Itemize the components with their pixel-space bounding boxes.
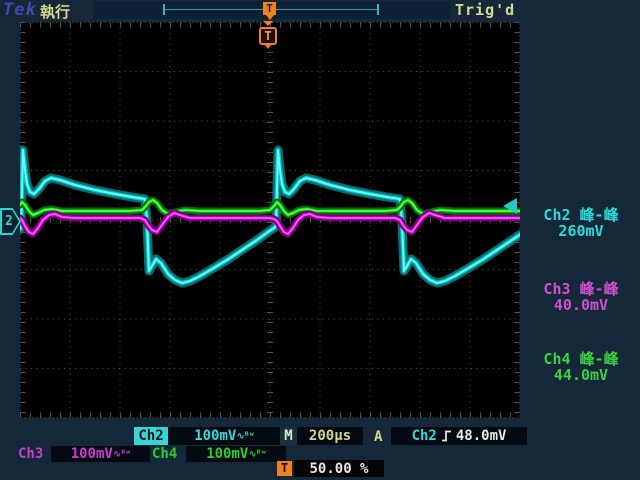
trigger-t-icon: T: [259, 27, 277, 45]
measurement-ch4-label: Ch4 峰-峰: [543, 350, 619, 368]
measurement-ch3-value: 40.0mV: [553, 296, 609, 314]
timebase-readout[interactable]: 200μs: [297, 427, 363, 445]
trigger-readout[interactable]: Ch2 48.0mV: [391, 427, 527, 445]
measurement-ch4-value: 44.0mV: [553, 366, 609, 384]
measurement-ch2-value: 260mV: [558, 222, 604, 240]
trigger-point-arrow-icon: [263, 21, 273, 26]
measurement-ch2-pkpk: Ch2 峰-峰 260mV: [522, 207, 640, 239]
ch4-scale-value: 100mV: [206, 446, 249, 462]
measurement-ch2-label: Ch2 峰-峰: [543, 206, 619, 224]
ch3-scale-value: 100mV: [70, 446, 113, 462]
ch3-trace: [20, 212, 520, 235]
trigger-position-badge-icon: T: [277, 461, 292, 476]
timebase-m-label: M: [280, 427, 297, 445]
trigger-source: Ch2: [411, 428, 437, 444]
ch2-trace: [20, 149, 520, 284]
trigger-mode-label: A: [374, 429, 383, 445]
measurement-ch3-label: Ch3 峰-峰: [543, 280, 619, 298]
trigger-position-readout[interactable]: 50.00 %: [294, 460, 384, 477]
trigger-level-arrow-icon[interactable]: [503, 198, 517, 214]
trigger-point-marker[interactable]: T: [259, 21, 277, 49]
waveform-display: [20, 22, 520, 418]
measurement-ch3-pkpk: Ch3 峰-峰 40.0mV: [522, 281, 640, 313]
ch2-ground-marker[interactable]: 2: [0, 208, 21, 235]
ch3-channel-button[interactable]: Ch3: [18, 446, 44, 462]
ch2-coupling-icon: ∿ᴮʷ: [236, 430, 254, 442]
ch2-scale-readout[interactable]: 100mV ∿ᴮʷ: [168, 427, 280, 445]
rising-edge-icon: [441, 430, 451, 442]
ch4-trace: [20, 199, 520, 216]
ch3-coupling-icon: ∿ᴮʷ: [112, 448, 131, 460]
ch2-channel-button[interactable]: Ch2: [134, 427, 168, 445]
ch4-channel-button[interactable]: Ch4: [152, 446, 178, 462]
trigger-level-value: 48.0mV: [455, 428, 507, 444]
ch4-coupling-icon: ∿ᴮʷ: [248, 448, 266, 460]
trigger-position-top-icon[interactable]: T: [263, 2, 276, 15]
waveform-svg: [20, 22, 520, 418]
trigger-status: Trig'd: [455, 1, 516, 19]
tek-logo: Tek: [3, 0, 37, 20]
ch2-scale-value: 100mV: [194, 428, 237, 444]
measurement-ch4-pkpk: Ch4 峰-峰 44.0mV: [522, 351, 640, 383]
trigger-position-top-pointer: [266, 15, 274, 20]
ch3-scale-readout[interactable]: 100mV ∿ᴮʷ: [51, 446, 150, 462]
acquisition-status: 執行: [40, 3, 71, 21]
trigger-point-tip: [265, 45, 271, 49]
ch2-marker-label: 2: [2, 210, 19, 233]
ch4-scale-readout[interactable]: 100mV ∿ᴮʷ: [186, 446, 286, 462]
